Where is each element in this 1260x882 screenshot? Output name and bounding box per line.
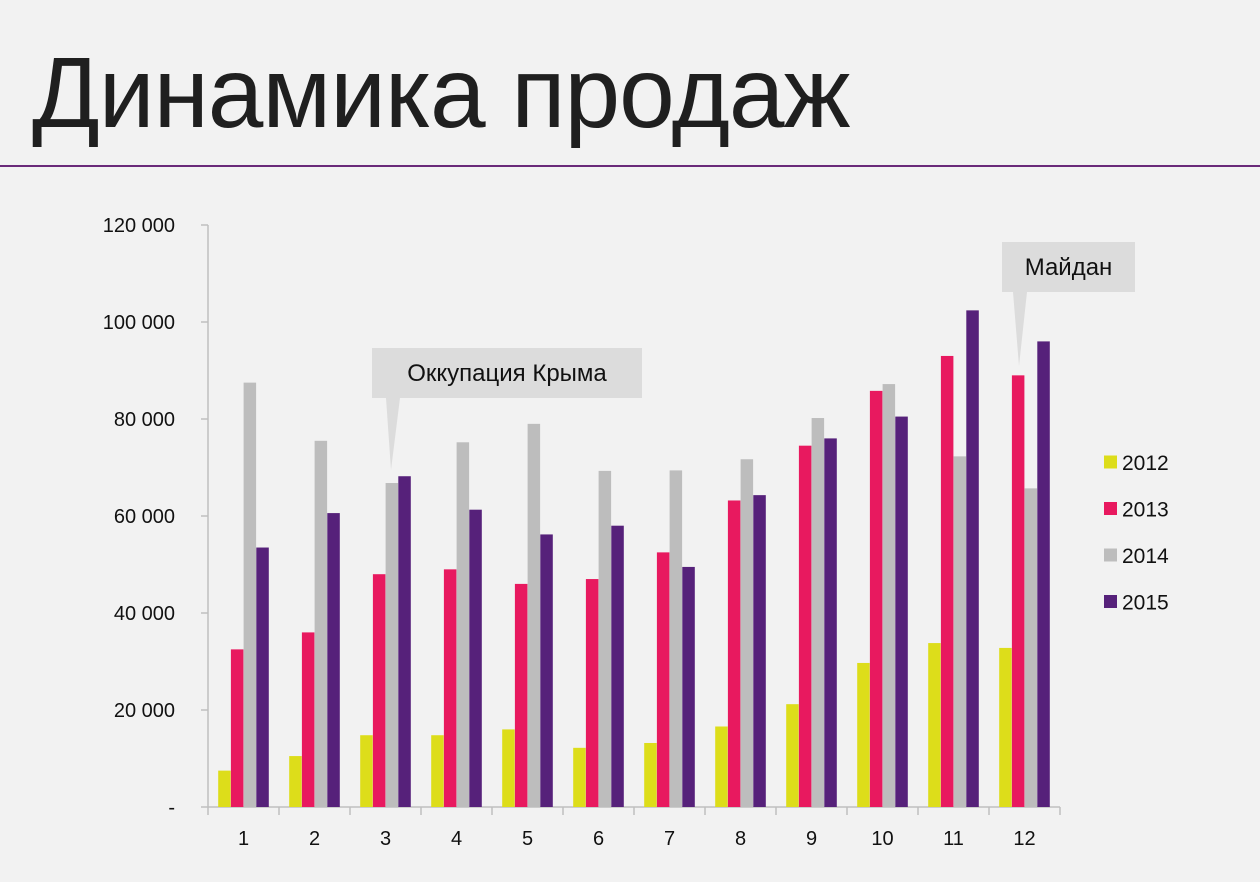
legend-item-2012: 2012 (1104, 452, 1169, 475)
page-title: Динамика продаж (32, 37, 850, 149)
bar-2013-8 (727, 500, 741, 807)
x-tick-label: 7 (664, 828, 675, 850)
legend-swatch (1104, 548, 1117, 562)
bar-2012-11 (928, 643, 941, 807)
callout-maidan: Майдан (1002, 242, 1135, 366)
chart-legend: 2012 2013 2014 2015 (1104, 452, 1169, 615)
x-tick-label: 2 (309, 828, 320, 850)
bar-2015-4 (469, 509, 482, 807)
x-tick-label: 5 (522, 828, 533, 850)
bar-2015-7 (682, 566, 695, 807)
y-tick-label: 120 000 (103, 215, 175, 237)
bar-2015-12 (1037, 341, 1050, 807)
bar-2015-3 (398, 476, 411, 807)
x-tick-label: 11 (943, 828, 964, 850)
bar-2014-3 (385, 483, 399, 807)
legend-label: 2013 (1122, 499, 1169, 522)
bar-2014-8 (740, 459, 754, 807)
y-tick-label: 60 000 (114, 506, 175, 528)
y-tick-label: 40 000 (114, 603, 175, 625)
bar-2012-2 (289, 756, 302, 807)
bar-2012-8 (715, 726, 728, 807)
chart-bars (218, 310, 1050, 807)
bar-2014-6 (598, 470, 612, 807)
legend-item-2014: 2014 (1104, 545, 1169, 568)
x-tick-label: 3 (380, 828, 391, 850)
callout-crimea: Оккупация Крыма (372, 348, 642, 470)
bar-2014-1 (243, 382, 257, 807)
callout-box (372, 348, 642, 398)
bar-2015-5 (540, 534, 553, 807)
bar-2015-9 (824, 438, 837, 807)
bar-2013-6 (585, 579, 599, 807)
bar-2015-6 (611, 525, 624, 807)
x-tick-label: 4 (451, 828, 462, 850)
bar-2012-1 (218, 770, 231, 807)
x-tick-label: 9 (806, 828, 817, 850)
bar-2014-5 (527, 423, 541, 807)
bar-2013-11 (940, 355, 954, 807)
legend-label: 2012 (1122, 452, 1169, 475)
bar-2012-7 (644, 742, 657, 807)
bar-2014-12 (1024, 488, 1038, 807)
callout-box (1002, 242, 1135, 292)
bar-2012-10 (857, 662, 870, 807)
callout-text: Оккупация Крыма (407, 360, 607, 387)
legend-swatch (1104, 595, 1117, 608)
y-tick-label: - (168, 797, 175, 819)
bar-2015-1 (256, 547, 269, 807)
bar-2012-12 (999, 647, 1012, 807)
bar-2012-3 (360, 735, 373, 807)
x-tick-label: 8 (735, 828, 746, 850)
bar-2014-7 (669, 470, 683, 807)
bar-2015-10 (895, 416, 908, 807)
bar-2015-8 (753, 495, 766, 807)
bar-2012-5 (502, 729, 515, 807)
legend-swatch (1104, 455, 1117, 469)
x-tick-label: 10 (871, 828, 893, 850)
bar-2012-4 (431, 735, 444, 807)
y-tick-label: 100 000 (103, 312, 175, 334)
title-divider (0, 165, 1260, 167)
callout-pointer (386, 398, 400, 470)
chart-callouts: Оккупация Крыма Майдан (372, 242, 1135, 470)
bar-2014-10 (882, 384, 896, 807)
bar-2013-7 (656, 552, 670, 807)
chart-axes: - 20 000 40 000 60 000 80 000 100 000 120 000 1… (103, 215, 1061, 850)
bar-2013-9 (798, 445, 812, 807)
bar-2013-1 (230, 649, 244, 807)
x-tick-label: 6 (593, 828, 604, 850)
bar-2014-2 (314, 440, 328, 807)
bar-2013-12 (1011, 375, 1025, 807)
bar-2013-4 (443, 569, 457, 807)
y-tick-label: 20 000 (114, 700, 175, 722)
bar-2013-5 (514, 583, 528, 807)
bar-2014-11 (953, 456, 967, 807)
legend-item-2013: 2013 (1104, 499, 1169, 522)
x-tick-label: 12 (1013, 828, 1035, 850)
bar-2015-11 (966, 310, 979, 807)
y-tick-label: 80 000 (114, 409, 175, 431)
legend-label: 2014 (1122, 545, 1169, 568)
bar-2013-3 (372, 574, 386, 807)
bar-2014-4 (456, 442, 470, 807)
bar-2012-6 (573, 747, 586, 807)
callout-pointer (1013, 292, 1027, 366)
bar-2013-2 (301, 632, 315, 807)
legend-swatch (1104, 502, 1117, 515)
legend-item-2015: 2015 (1104, 592, 1169, 615)
bar-2013-10 (869, 390, 883, 807)
callout-text: Майдан (1025, 254, 1113, 281)
x-tick-label: 1 (238, 828, 249, 850)
bar-2015-2 (327, 513, 340, 807)
bar-2014-9 (811, 418, 825, 807)
legend-label: 2015 (1122, 592, 1169, 615)
bar-2012-9 (786, 704, 799, 807)
